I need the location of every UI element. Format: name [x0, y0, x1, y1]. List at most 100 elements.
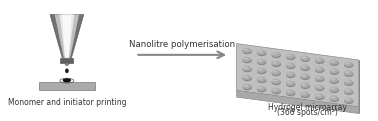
Ellipse shape — [272, 62, 281, 67]
Ellipse shape — [301, 74, 309, 79]
Ellipse shape — [243, 49, 252, 54]
Text: (366 spots/cm²): (366 spots/cm²) — [277, 108, 338, 117]
Ellipse shape — [329, 78, 338, 83]
Polygon shape — [237, 44, 359, 107]
Ellipse shape — [273, 88, 277, 91]
Ellipse shape — [315, 94, 324, 99]
Ellipse shape — [330, 70, 339, 75]
Ellipse shape — [330, 78, 335, 81]
Ellipse shape — [257, 68, 266, 73]
Ellipse shape — [315, 58, 324, 63]
Ellipse shape — [257, 50, 266, 55]
Ellipse shape — [243, 76, 248, 78]
Ellipse shape — [316, 67, 321, 70]
Ellipse shape — [271, 61, 280, 66]
Ellipse shape — [243, 85, 252, 90]
Ellipse shape — [257, 86, 266, 91]
Polygon shape — [62, 15, 71, 58]
Ellipse shape — [242, 48, 251, 53]
Ellipse shape — [258, 68, 263, 71]
Ellipse shape — [272, 53, 281, 58]
Ellipse shape — [301, 56, 309, 61]
Ellipse shape — [272, 89, 281, 94]
Ellipse shape — [243, 57, 248, 60]
Ellipse shape — [344, 79, 353, 85]
Ellipse shape — [344, 62, 353, 68]
Ellipse shape — [271, 88, 280, 93]
Polygon shape — [50, 15, 84, 58]
Ellipse shape — [257, 59, 266, 64]
Ellipse shape — [286, 55, 296, 60]
Ellipse shape — [65, 68, 69, 73]
Ellipse shape — [316, 76, 321, 79]
Ellipse shape — [242, 84, 251, 89]
Ellipse shape — [315, 77, 324, 82]
Ellipse shape — [63, 78, 71, 83]
Ellipse shape — [286, 54, 295, 59]
Ellipse shape — [301, 65, 309, 70]
Ellipse shape — [287, 63, 292, 66]
Ellipse shape — [286, 90, 295, 95]
Ellipse shape — [257, 78, 266, 83]
Polygon shape — [59, 15, 74, 58]
Ellipse shape — [345, 98, 350, 101]
Ellipse shape — [329, 96, 338, 101]
Text: Nanolitre polymerisation: Nanolitre polymerisation — [129, 40, 235, 49]
Ellipse shape — [243, 76, 252, 81]
Polygon shape — [55, 15, 79, 58]
Ellipse shape — [302, 92, 306, 95]
Ellipse shape — [315, 67, 324, 72]
Ellipse shape — [286, 81, 295, 86]
Ellipse shape — [330, 60, 339, 66]
Ellipse shape — [316, 58, 321, 61]
Ellipse shape — [330, 87, 335, 90]
Ellipse shape — [243, 58, 252, 63]
Ellipse shape — [301, 66, 310, 71]
Ellipse shape — [286, 64, 296, 69]
Ellipse shape — [286, 91, 296, 96]
Ellipse shape — [272, 71, 281, 76]
Ellipse shape — [287, 90, 292, 93]
Ellipse shape — [243, 49, 248, 51]
Ellipse shape — [345, 62, 350, 64]
Ellipse shape — [257, 51, 266, 56]
Ellipse shape — [286, 73, 296, 78]
Ellipse shape — [329, 87, 338, 92]
Ellipse shape — [242, 57, 251, 62]
Ellipse shape — [257, 77, 266, 82]
Ellipse shape — [287, 72, 292, 75]
Ellipse shape — [258, 50, 263, 53]
Ellipse shape — [345, 89, 350, 91]
Ellipse shape — [243, 67, 252, 72]
Ellipse shape — [258, 77, 263, 80]
Ellipse shape — [345, 80, 350, 83]
Ellipse shape — [344, 98, 353, 104]
Ellipse shape — [344, 90, 353, 95]
Ellipse shape — [242, 75, 251, 80]
Ellipse shape — [344, 98, 353, 103]
Ellipse shape — [258, 87, 263, 89]
Ellipse shape — [286, 63, 295, 68]
Ellipse shape — [316, 94, 321, 97]
Ellipse shape — [315, 76, 324, 81]
Ellipse shape — [271, 79, 280, 84]
Ellipse shape — [330, 97, 339, 102]
Ellipse shape — [287, 81, 292, 84]
Ellipse shape — [330, 88, 339, 93]
Ellipse shape — [316, 85, 321, 88]
Ellipse shape — [273, 70, 277, 73]
Ellipse shape — [287, 54, 292, 57]
Ellipse shape — [243, 67, 248, 69]
Ellipse shape — [301, 84, 310, 89]
Ellipse shape — [344, 72, 353, 77]
Ellipse shape — [301, 92, 309, 97]
Ellipse shape — [315, 86, 324, 91]
Ellipse shape — [330, 79, 339, 84]
Ellipse shape — [329, 60, 338, 65]
Ellipse shape — [345, 71, 350, 73]
Ellipse shape — [257, 69, 266, 74]
Text: Monomer and initiator printing: Monomer and initiator printing — [8, 98, 126, 107]
Ellipse shape — [344, 80, 353, 86]
Ellipse shape — [242, 66, 251, 71]
Ellipse shape — [271, 52, 280, 57]
